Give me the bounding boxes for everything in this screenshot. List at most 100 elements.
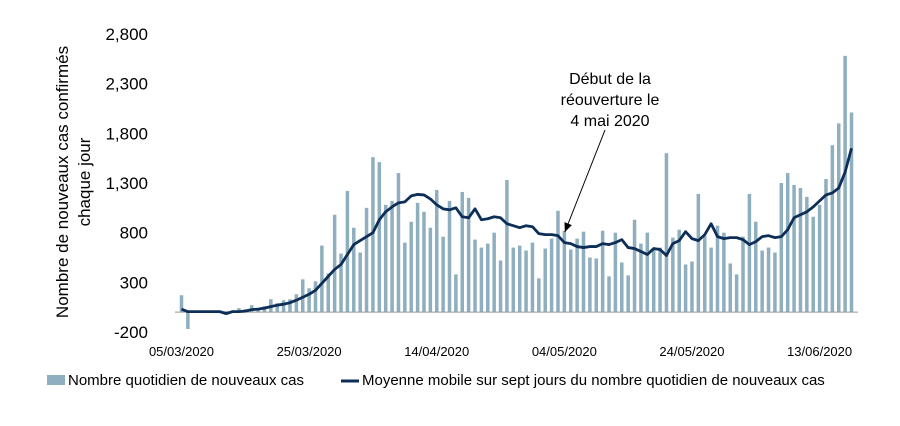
daily-cases-bar	[537, 278, 541, 313]
daily-cases-bar	[415, 202, 420, 313]
daily-cases-bar	[805, 196, 809, 313]
daily-cases-bar	[613, 232, 618, 313]
daily-cases-bar	[339, 253, 343, 313]
daily-cases-bar	[307, 288, 311, 313]
daily-cases-bar	[275, 303, 279, 313]
daily-cases-bar	[779, 183, 784, 313]
x-tick-label: 04/05/2020	[532, 344, 597, 359]
daily-cases-bar	[754, 221, 758, 313]
daily-cases-bar	[320, 245, 324, 313]
moving-average-line	[180, 147, 853, 316]
daily-cases-bar	[313, 281, 318, 313]
daily-cases-bar	[581, 231, 586, 313]
annotation-text: Début de la	[569, 71, 651, 88]
daily-cases-bar	[543, 248, 547, 313]
y-tick-label: 800	[120, 224, 148, 243]
daily-cases-bar	[849, 112, 854, 313]
daily-cases-bar	[792, 184, 796, 313]
daily-cases-bar	[505, 180, 509, 313]
daily-cases-bar	[747, 193, 752, 313]
legend-label-bars: Nombre quotidien de nouveaux cas	[68, 372, 304, 389]
daily-cases-bar	[186, 312, 190, 330]
daily-cases-bar	[371, 157, 375, 313]
daily-cases-bar	[773, 252, 777, 313]
daily-cases-bar	[390, 200, 394, 313]
daily-cases-bar	[326, 273, 331, 313]
daily-cases-bar	[237, 308, 241, 313]
daily-cases-bar	[441, 236, 445, 313]
daily-cases-bar	[364, 207, 369, 313]
daily-cases-bar	[396, 173, 401, 313]
daily-cases-bar	[568, 249, 573, 313]
daily-cases-bar	[690, 261, 694, 313]
daily-cases-bar	[383, 204, 388, 313]
daily-cases-bar	[460, 191, 465, 313]
annotation-text: réouverture le	[561, 92, 660, 109]
annotation-arrow-line	[564, 129, 606, 233]
daily-cases-bar	[517, 245, 522, 313]
daily-cases-bar	[760, 250, 764, 313]
y-tick-label: 2,800	[105, 25, 148, 44]
daily-cases-bar	[434, 189, 439, 313]
daily-cases-bar	[588, 257, 592, 313]
daily-cases-bar	[639, 243, 643, 313]
daily-cases-bar	[409, 221, 413, 313]
y-axis-title: chaque jour	[75, 137, 94, 226]
daily-cases-bar	[294, 294, 299, 313]
daily-cases-bar	[594, 258, 599, 313]
daily-cases-bar	[479, 247, 484, 313]
daily-cases-bar	[377, 162, 382, 313]
daily-cases-bar	[658, 247, 662, 313]
annotation-arrow-head	[564, 222, 572, 232]
daily-cases-bar	[632, 219, 637, 313]
daily-cases-bar	[626, 275, 630, 313]
daily-cases-bar	[492, 232, 496, 313]
y-tick-label: 300	[120, 273, 148, 292]
legend-swatch-bars	[47, 375, 65, 385]
daily-cases-bar	[447, 200, 452, 313]
daily-cases-bar	[722, 232, 726, 313]
x-tick-label: 14/04/2020	[404, 344, 469, 359]
daily-cases-bar	[683, 264, 688, 313]
daily-cases-bar	[709, 247, 713, 313]
daily-cases-bar	[498, 260, 503, 313]
x-tick-label: 05/03/2020	[149, 344, 214, 359]
x-tick-label: 24/05/2020	[659, 344, 724, 359]
daily-cases-bar	[403, 242, 407, 313]
x-tick-label: 25/03/2020	[277, 344, 342, 359]
daily-cases-bar	[702, 235, 707, 313]
daily-cases-bar	[345, 190, 350, 313]
daily-cases-bar	[422, 211, 426, 313]
y-tick-label: 1,800	[105, 124, 148, 143]
daily-cases-bar	[466, 197, 471, 313]
daily-cases-bar	[454, 274, 458, 313]
annotation-text: 4 mai 2020	[570, 113, 649, 130]
daily-cases-bar	[549, 238, 554, 313]
daily-cases-bar	[332, 214, 337, 313]
daily-cases-bar	[281, 300, 286, 313]
daily-cases-bar	[671, 237, 675, 313]
daily-cases-bar	[256, 309, 260, 313]
daily-cases-bar	[288, 299, 292, 313]
daily-cases-bar	[677, 229, 681, 313]
daily-cases-bar	[607, 276, 611, 313]
x-tick-label: 13/06/2020	[787, 344, 852, 359]
daily-cases-bar	[645, 232, 650, 313]
daily-cases-bar	[811, 216, 815, 313]
daily-cases-bar	[179, 295, 184, 313]
y-tick-label: 1,300	[105, 174, 148, 193]
daily-cases-bar	[620, 262, 624, 313]
daily-cases-bar	[741, 236, 745, 313]
daily-cases-bar	[715, 225, 720, 313]
daily-cases-bar	[817, 204, 822, 313]
daily-cases-bar	[530, 242, 535, 313]
daily-cases-bar	[728, 263, 733, 313]
daily-cases-bar	[511, 247, 516, 313]
daily-cases-bar	[473, 239, 477, 313]
daily-cases-bar	[798, 187, 803, 313]
daily-cases-bar	[843, 55, 847, 313]
daily-cases-bar	[785, 173, 790, 313]
daily-cases-bar	[824, 179, 828, 313]
daily-cases-bar	[734, 274, 739, 313]
daily-cases-bar	[575, 238, 579, 313]
